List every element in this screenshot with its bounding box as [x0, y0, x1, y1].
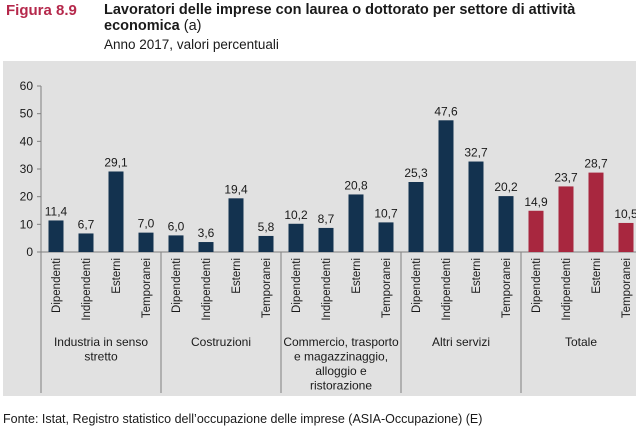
data-label: 23,7: [554, 170, 578, 184]
category-label: Esterni: [111, 258, 123, 294]
y-tick-label: 50: [20, 107, 34, 121]
category-label: Indipendenti: [201, 258, 213, 321]
data-label: 10,2: [284, 208, 308, 222]
data-label: 10,7: [374, 206, 398, 220]
data-label: 6,0: [168, 219, 185, 233]
data-label: 11,4: [45, 204, 68, 218]
group-label: stretto: [84, 350, 118, 364]
data-label: 6,7: [78, 217, 95, 231]
chart-area: 0 10 20 30 40 50 60 11,4 Dipendenti 6,7 Indipenden…: [3, 61, 642, 396]
group-label: Altri servizi: [432, 335, 490, 349]
data-label: 14,9: [524, 195, 548, 209]
y-tick-label: 60: [20, 79, 34, 93]
bar: [288, 223, 304, 252]
data-label: 28,7: [584, 157, 608, 171]
bar: [498, 196, 514, 252]
bar: [138, 232, 154, 252]
data-label: 5,8: [258, 220, 275, 234]
category-label: Temporanei: [381, 258, 393, 318]
bar: [558, 186, 574, 252]
y-tick-label: 0: [26, 245, 33, 259]
category-label: Temporanei: [621, 258, 633, 318]
y-tick-label: 20: [20, 190, 34, 204]
group-label: Costruzioni: [191, 335, 251, 349]
category-label: Temporanei: [501, 258, 513, 318]
bar: [528, 210, 544, 252]
data-label: 47,6: [434, 104, 458, 118]
bar: [438, 120, 454, 252]
data-label: 10,5: [614, 207, 636, 221]
data-label: 25,3: [404, 166, 428, 180]
bar: [468, 161, 484, 252]
category-label: Esterni: [471, 258, 483, 294]
bar: [258, 235, 274, 252]
bar: [618, 222, 634, 252]
bar: [198, 242, 214, 252]
data-label: 8,7: [318, 212, 335, 226]
category-label: Indipendenti: [561, 258, 573, 321]
source-note: Fonte: Istat, Registro statistico dell’o…: [3, 412, 483, 426]
y-tick-label: 40: [20, 134, 34, 148]
group-label: alloggio e: [315, 364, 367, 378]
category-label: Dipendenti: [291, 258, 303, 313]
chart-title: Lavoratori delle imprese con laurea o do…: [104, 2, 624, 34]
bar: [318, 227, 334, 252]
bar: [108, 171, 124, 252]
bar: [228, 198, 244, 252]
chart-title-note: (a): [183, 18, 202, 34]
bar: [378, 222, 394, 252]
group-label: e magazzinaggio,: [294, 350, 388, 364]
group-label: Totale: [565, 335, 597, 349]
bar: [588, 172, 604, 252]
category-label: Indipendenti: [441, 258, 453, 321]
data-label: 29,1: [104, 155, 128, 169]
bar: [78, 233, 94, 252]
group-label: ristorazione: [310, 379, 372, 393]
y-tick-label: 30: [20, 162, 34, 176]
bar: [408, 182, 424, 252]
y-tick-label: 10: [20, 217, 34, 231]
bar: [348, 194, 364, 252]
chart-subtitle: Anno 2017, valori percentuali: [104, 37, 279, 52]
group-label: Industria in senso: [54, 335, 148, 349]
data-label: 7,0: [138, 217, 155, 231]
category-label: Dipendenti: [51, 258, 63, 313]
category-label: Dipendenti: [171, 258, 183, 313]
data-label: 19,4: [224, 182, 248, 196]
group-label: Commercio, trasporto: [283, 335, 399, 349]
bar: [48, 220, 64, 252]
data-label: 3,6: [198, 226, 215, 240]
category-label: Esterni: [591, 258, 603, 294]
figure-label: Figura 8.9: [6, 2, 77, 19]
category-label: Dipendenti: [411, 258, 423, 313]
bar: [168, 235, 184, 252]
bar-chart: 0 10 20 30 40 50 60 11,4 Dipendenti 6,7 Indipenden…: [20, 79, 642, 393]
category-label: Esterni: [231, 258, 243, 294]
category-label: Indipendenti: [321, 258, 333, 321]
data-label: 20,2: [494, 180, 518, 194]
category-label: Temporanei: [141, 258, 153, 318]
category-label: Esterni: [351, 258, 363, 294]
category-label: Temporanei: [261, 258, 273, 318]
data-label: 32,7: [464, 146, 488, 160]
data-label: 20,8: [344, 178, 368, 192]
chart-title-text: Lavoratori delle imprese con laurea o do…: [104, 2, 576, 34]
category-label: Indipendenti: [81, 258, 93, 321]
category-label: Dipendenti: [531, 258, 543, 313]
